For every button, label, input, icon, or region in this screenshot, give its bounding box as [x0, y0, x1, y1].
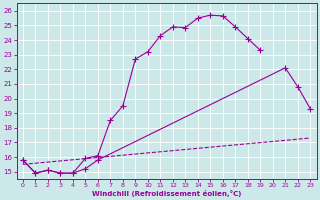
X-axis label: Windchill (Refroidissement éolien,°C): Windchill (Refroidissement éolien,°C): [92, 190, 241, 197]
